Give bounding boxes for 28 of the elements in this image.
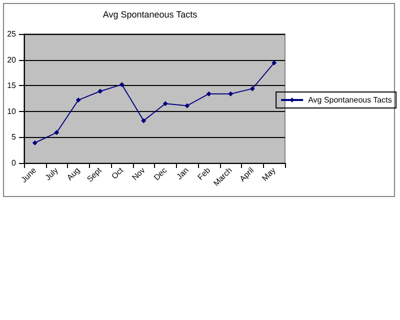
point <box>206 91 212 96</box>
point <box>76 98 81 103</box>
legend-label: Avg Spontaneous Tacts <box>308 96 392 104</box>
point <box>162 101 168 106</box>
point <box>228 91 234 96</box>
point <box>54 130 60 136</box>
point <box>32 140 38 146</box>
point <box>272 60 277 66</box>
point <box>250 86 255 92</box>
x-tick-label: Aug <box>65 166 82 182</box>
y-tick-label: 0 <box>12 158 17 168</box>
y-tick-label: 5 <box>12 132 17 142</box>
x-tick-label: July <box>43 166 60 182</box>
y-tick-label: 20 <box>7 55 17 64</box>
x-tick-label: Dec <box>152 166 169 182</box>
x-tick-label: Jan <box>174 166 190 182</box>
point <box>98 88 103 94</box>
y-tick-label: 10 <box>7 106 17 116</box>
chart-title: Avg Spontaneous Tacts <box>102 10 198 20</box>
point <box>184 103 190 108</box>
point <box>141 118 146 124</box>
point <box>119 82 124 88</box>
x-tick-label: Feb <box>196 165 212 182</box>
y-tick-label: 25 <box>7 30 17 38</box>
x-tick-label: Nov <box>130 166 147 182</box>
x-tick-label: May <box>260 166 278 183</box>
y-tick-label: 15 <box>7 81 17 90</box>
x-tick-label: Oct <box>110 165 126 181</box>
